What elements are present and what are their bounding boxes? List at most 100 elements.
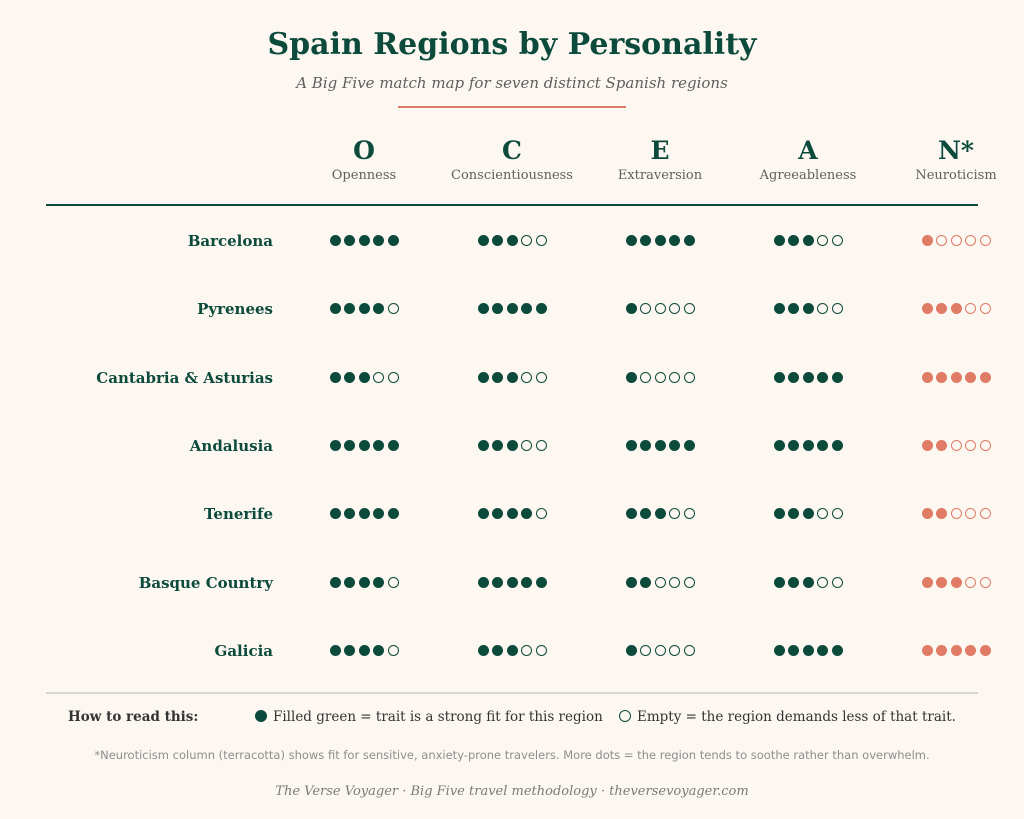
score-dots	[773, 508, 843, 520]
filled-dot	[625, 235, 637, 246]
filled-dot	[802, 303, 814, 315]
filled-dot	[506, 303, 518, 315]
score-dots	[625, 644, 695, 656]
empty-dot	[654, 644, 666, 656]
trait-name: Agreeableness	[759, 168, 857, 183]
score-dots	[329, 371, 399, 383]
trait-letter: O	[353, 136, 375, 165]
filled-dot	[477, 439, 489, 451]
filled-dot	[492, 576, 503, 588]
filled-dot	[387, 235, 399, 246]
filled-dot	[373, 439, 384, 451]
filled-dot	[773, 439, 785, 451]
empty-dot	[965, 303, 976, 315]
filled-dot	[492, 303, 503, 315]
score-dots	[625, 439, 695, 451]
filled-dot	[936, 303, 947, 315]
empty-dot	[817, 235, 828, 246]
region-label: Pyrenees	[197, 300, 273, 319]
filled-dot	[625, 508, 637, 520]
filled-dot	[329, 371, 341, 383]
page-subtitle: A Big Five match map for seven distinct …	[296, 74, 728, 92]
filled-dot	[921, 303, 933, 315]
empty-dot	[521, 235, 532, 246]
legend: How to read this: Filled green = trait i…	[0, 709, 1024, 729]
region-label: Basque Country	[138, 573, 273, 592]
filled-dot	[329, 508, 341, 520]
empty-dot	[387, 644, 399, 656]
filled-dot	[773, 371, 785, 383]
filled-dot	[329, 644, 341, 656]
score-dots	[329, 235, 399, 246]
filled-dot	[477, 576, 489, 588]
empty-dot	[979, 508, 991, 520]
empty-dot	[979, 235, 991, 246]
filled-dot	[344, 371, 355, 383]
filled-dot	[788, 644, 799, 656]
score-dots	[329, 576, 399, 588]
empty-dot	[979, 576, 991, 588]
filled-dot	[936, 644, 947, 656]
filled-dot	[921, 371, 933, 383]
trait-letter: E	[650, 136, 670, 165]
filled-dot	[477, 235, 489, 246]
empty-dot	[640, 644, 651, 656]
empty-dot	[831, 508, 843, 520]
score-dots	[477, 576, 547, 588]
filled-dot	[788, 235, 799, 246]
empty-dot	[683, 644, 695, 656]
score-dots	[773, 303, 843, 315]
filled-dot	[506, 371, 518, 383]
filled-dot	[979, 371, 991, 383]
header-divider	[46, 204, 978, 206]
empty-dot	[373, 371, 384, 383]
filled-dot	[921, 644, 933, 656]
empty-dot	[683, 576, 695, 588]
score-dots	[773, 371, 843, 383]
filled-dot	[817, 439, 828, 451]
filled-dot	[950, 371, 962, 383]
trait-header-0: O Openness	[289, 136, 439, 183]
filled-dot	[492, 439, 503, 451]
filled-dot	[492, 644, 503, 656]
score-dots	[921, 439, 991, 451]
region-row: Barcelona	[0, 228, 1024, 256]
filled-dot	[373, 508, 384, 520]
filled-dot	[773, 235, 785, 246]
trait-letter: A	[798, 136, 818, 165]
filled-dot	[831, 371, 843, 383]
legend-empty: Empty = the region demands less of that …	[619, 709, 956, 725]
trait-name: Openness	[331, 168, 397, 183]
filled-dot	[817, 644, 828, 656]
filled-dot	[506, 439, 518, 451]
filled-dot	[477, 644, 489, 656]
region-row: Pyrenees	[0, 296, 1024, 324]
footer-divider	[46, 692, 978, 694]
empty-dot	[521, 439, 532, 451]
empty-dot	[817, 303, 828, 315]
region-label: Galicia	[214, 641, 273, 660]
empty-dot	[669, 303, 680, 315]
filled-dot	[936, 439, 947, 451]
filled-dot	[358, 371, 370, 383]
filled-dot	[521, 576, 532, 588]
region-label: Cantabria & Asturias	[96, 368, 273, 387]
filled-dot	[625, 371, 637, 383]
score-dots	[921, 303, 991, 315]
filled-dot	[921, 576, 933, 588]
filled-dot	[654, 508, 666, 520]
filled-dot	[506, 508, 518, 520]
empty-dot	[831, 576, 843, 588]
empty-dot	[965, 508, 976, 520]
filled-dot	[358, 576, 370, 588]
legend-empty-text: Empty = the region demands less of that …	[637, 709, 956, 725]
filled-dot	[965, 644, 976, 656]
empty-dot	[535, 508, 547, 520]
filled-dot	[802, 235, 814, 246]
empty-dot	[965, 439, 976, 451]
filled-dot	[387, 508, 399, 520]
score-dots	[477, 235, 547, 246]
footnote: *Neuroticism column (terracotta) shows f…	[94, 748, 930, 762]
filled-dot	[817, 371, 828, 383]
region-row: Cantabria & Asturias	[0, 365, 1024, 393]
